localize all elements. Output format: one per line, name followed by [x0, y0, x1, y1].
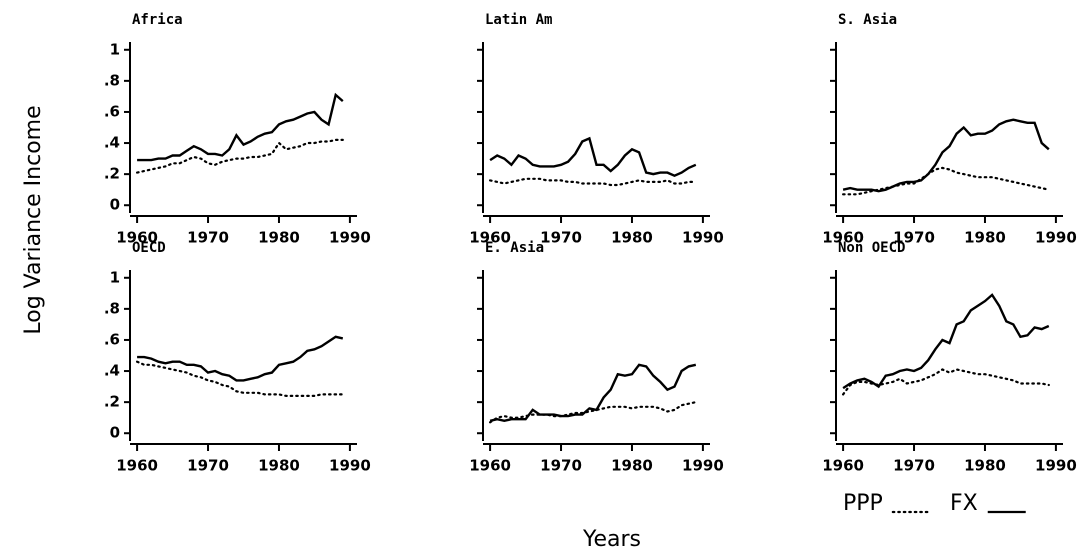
y-tick-label: .4: [104, 134, 120, 152]
y-tick-label: 1: [110, 40, 120, 58]
panel-title: Africa: [132, 12, 183, 28]
y-tick-label: 0: [110, 424, 120, 442]
x-tick-label: 1980: [611, 457, 653, 475]
y-tick-label: .6: [104, 102, 120, 120]
y-tick-label: .2: [104, 165, 120, 183]
legend-label: FX: [950, 491, 978, 516]
x-tick-label: 1980: [258, 229, 300, 247]
series-line: [489, 363, 697, 423]
series-line: [136, 138, 344, 174]
panel-title: OECD: [132, 240, 166, 256]
y-tick-label: .8: [104, 71, 120, 89]
x-tick-label: 1960: [822, 457, 864, 475]
y-tick-label: 1: [110, 268, 120, 286]
x-tick-label: 1960: [116, 229, 158, 247]
x-tick-label: 1980: [258, 457, 300, 475]
panel-title: E. Asia: [485, 240, 544, 256]
x-tick-label: 1970: [187, 229, 229, 247]
y-tick-label: .6: [104, 330, 120, 348]
x-tick-label: 1970: [893, 229, 935, 247]
x-tick-label: 1960: [469, 229, 511, 247]
x-tick-label: 1970: [187, 457, 229, 475]
x-tick-label: 1990: [329, 229, 371, 247]
series-line: [489, 401, 697, 424]
series-line: [842, 118, 1050, 193]
x-tick-label: 1980: [964, 229, 1006, 247]
x-tick-label: 1990: [329, 457, 371, 475]
x-tick-label: 1970: [540, 457, 582, 475]
x-tick-label: 1970: [540, 229, 582, 247]
x-tick-label: 1990: [682, 229, 724, 247]
x-tick-label: 1960: [822, 229, 864, 247]
legend-label: PPP: [843, 491, 883, 516]
x-tick-label: 1990: [682, 457, 724, 475]
series-line: [842, 368, 1050, 396]
panel-title: Latin Am: [485, 12, 552, 28]
series-line: [137, 335, 344, 382]
x-axis-label: Years: [582, 527, 641, 552]
x-tick-label: 1960: [116, 457, 158, 475]
series-line: [489, 177, 697, 187]
y-tick-label: .4: [104, 362, 120, 380]
series-line: [136, 360, 344, 397]
y-axis-label: Log Variance Income: [21, 105, 46, 334]
series-line: [489, 136, 697, 178]
x-tick-label: 1980: [964, 457, 1006, 475]
y-tick-label: .2: [104, 393, 120, 411]
x-tick-label: 1980: [611, 229, 653, 247]
x-tick-label: 1990: [1035, 229, 1077, 247]
x-tick-label: 1990: [1035, 457, 1077, 475]
panel-title: Non OECD: [838, 240, 905, 256]
panel-title: S. Asia: [838, 12, 897, 28]
x-tick-label: 1960: [469, 457, 511, 475]
y-tick-label: 0: [110, 196, 120, 214]
series-line: [842, 293, 1050, 390]
y-tick-label: .8: [104, 299, 120, 317]
x-tick-label: 1970: [893, 457, 935, 475]
series-line: [137, 92, 344, 162]
